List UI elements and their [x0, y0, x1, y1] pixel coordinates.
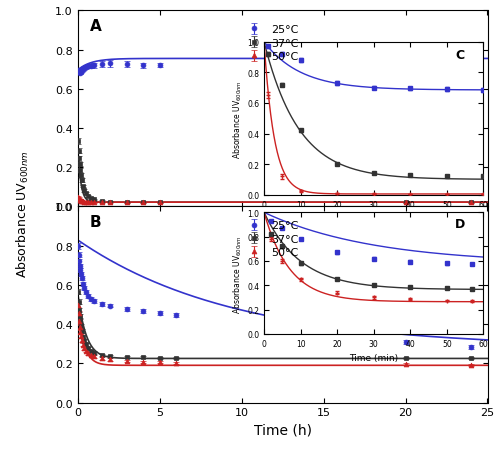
Text: B: B [90, 215, 102, 230]
Legend: 25°C, 37°C, 50°C: 25°C, 37°C, 50°C [239, 217, 303, 262]
Legend: 25°C, 37°C, 50°C: 25°C, 37°C, 50°C [239, 21, 303, 66]
X-axis label: Time (h): Time (h) [254, 423, 312, 437]
Text: A: A [90, 19, 102, 34]
Text: Absorbance UV$_{600nm}$: Absorbance UV$_{600nm}$ [14, 150, 30, 278]
